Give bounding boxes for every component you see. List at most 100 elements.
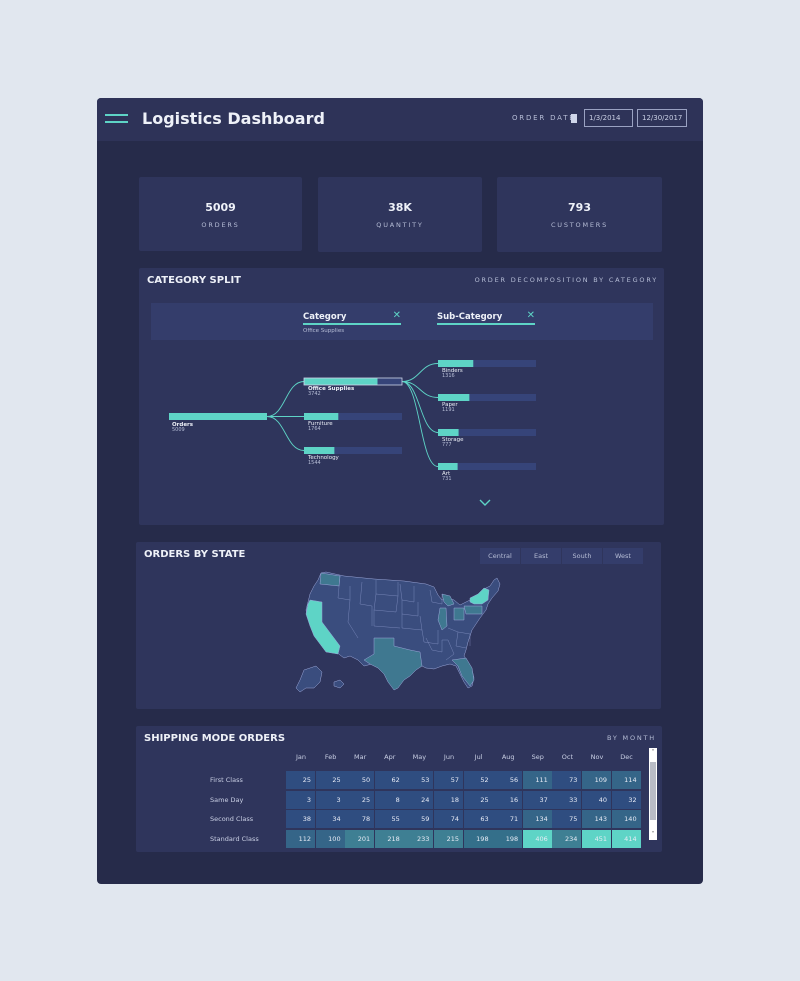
heatmap-cell[interactable]: 24: [404, 790, 434, 809]
heatmap-cell[interactable]: 63: [463, 810, 493, 828]
heatmap-cell[interactable]: 56: [493, 771, 523, 789]
tree-node-orders-bar[interactable]: [169, 413, 267, 420]
heatmap-cell[interactable]: 114: [611, 771, 641, 789]
heatmap-cell[interactable]: 109: [582, 771, 611, 789]
heatmap-cell[interactable]: 52: [463, 771, 493, 789]
tree-node-subcategory-track[interactable]: [438, 429, 536, 436]
heatmap-cell[interactable]: 140: [611, 810, 641, 828]
kpi-card-customers: 793 CUSTOMERS: [497, 177, 662, 252]
heatmap-row-label: Standard Class: [210, 834, 259, 843]
heatmap-cell[interactable]: 111: [522, 771, 552, 789]
heatmap-cell[interactable]: 143: [582, 810, 611, 828]
map-ohio: [453, 607, 465, 621]
region-button-west[interactable]: West: [603, 548, 643, 564]
date-from-input[interactable]: 1/3/2014: [584, 109, 633, 127]
heatmap-cell[interactable]: 75: [552, 810, 582, 828]
heatmap-month-label: Jan: [295, 753, 307, 761]
heatmap-cell[interactable]: 233: [404, 829, 434, 848]
tree-node-value: 5009: [172, 427, 185, 433]
tree-node-subcategory-track[interactable]: [438, 394, 536, 401]
tree-node-label: Furniture: [308, 421, 333, 427]
kpi-value: 793: [568, 201, 591, 214]
date-slider-handle[interactable]: [571, 114, 577, 123]
tree-node-category-bar[interactable]: [304, 413, 339, 420]
heatmap-cell[interactable]: 8: [374, 790, 404, 809]
heatmap-cell[interactable]: 218: [374, 829, 404, 848]
tree-node-category-bar[interactable]: [304, 378, 378, 385]
heatmap-cell[interactable]: 16: [493, 790, 523, 809]
heatmap-cell[interactable]: 55: [374, 810, 404, 828]
heatmap-scrollbar[interactable]: ˄ ˅: [649, 748, 657, 840]
tree-node-subcategory-bar[interactable]: [438, 429, 459, 436]
tree-node-category-track[interactable]: [304, 413, 402, 420]
date-to-input[interactable]: 12/30/2017: [637, 109, 687, 127]
dashboard-frame: Logistics Dashboard ORDER DATE 1/3/2014 …: [97, 98, 703, 884]
heatmap-cell[interactable]: 3: [315, 790, 345, 809]
heatmap-cell[interactable]: 37: [522, 790, 552, 809]
heatmap-cell[interactable]: 25: [463, 790, 493, 809]
tree-node-subcategory-bar[interactable]: [438, 463, 458, 470]
tree-node-subcategory-bar[interactable]: [438, 394, 470, 401]
heatmap-cell[interactable]: 100: [315, 829, 345, 848]
heatmap-cell[interactable]: 59: [404, 810, 434, 828]
heatmap-cell[interactable]: 57: [434, 771, 463, 789]
heatmap-cell[interactable]: 71: [493, 810, 523, 828]
chevron-down-icon[interactable]: [479, 499, 491, 506]
heatmap-cell[interactable]: 134: [522, 810, 552, 828]
tree-link: [401, 363, 439, 382]
heatmap-cell[interactable]: 32: [611, 790, 641, 809]
heatmap-month-label: May: [412, 753, 427, 761]
heatmap-cell[interactable]: 53: [404, 771, 434, 789]
heatmap-month-label: Feb: [324, 753, 337, 761]
heatmap-cell[interactable]: 73: [552, 771, 582, 789]
heatmap-cell[interactable]: 215: [434, 829, 463, 848]
heatmap-cell[interactable]: 18: [434, 790, 463, 809]
heatmap-cell[interactable]: 25: [286, 771, 315, 789]
heatmap-cell[interactable]: 40: [582, 790, 611, 809]
heatmap-month-label: Jun: [443, 753, 455, 761]
heatmap-cell[interactable]: 201: [345, 829, 375, 848]
heatmap-cell[interactable]: 406: [522, 829, 552, 848]
heatmap-cell[interactable]: 234: [552, 829, 582, 848]
region-button-central[interactable]: Central: [480, 548, 520, 564]
tree-node-category-track[interactable]: [304, 447, 402, 454]
heatmap-cell[interactable]: 451: [582, 829, 611, 848]
tree-node-value: 1316: [442, 373, 455, 379]
chip-category[interactable]: Category ✕: [303, 310, 401, 325]
heatmap-month-label: Sep: [531, 753, 544, 761]
heatmap-cell[interactable]: 74: [434, 810, 463, 828]
heatmap-cell[interactable]: 62: [374, 771, 404, 789]
page-title: Logistics Dashboard: [142, 109, 325, 128]
scrollbar-thumb[interactable]: [650, 762, 656, 820]
us-state-map[interactable]: [136, 542, 661, 709]
heatmap-cell[interactable]: 198: [493, 829, 523, 848]
scroll-up-icon[interactable]: ˄: [651, 749, 655, 756]
heatmap-cell[interactable]: 198: [463, 829, 493, 848]
tree-node-label: Binders: [442, 368, 463, 374]
heatmap-row-label: Second Class: [210, 815, 254, 823]
scroll-down-icon[interactable]: ˅: [651, 831, 655, 838]
tree-node-subcategory-track[interactable]: [438, 360, 536, 367]
close-icon[interactable]: ✕: [526, 310, 535, 321]
heatmap-cell[interactable]: 25: [315, 771, 345, 789]
tree-node-category-bar[interactable]: [304, 447, 335, 454]
region-button-south[interactable]: South: [562, 548, 602, 564]
chip-sub-category[interactable]: Sub-Category ✕: [437, 310, 535, 325]
heatmap-cell[interactable]: 38: [286, 810, 315, 828]
heatmap-cell[interactable]: 33: [552, 790, 582, 809]
tree-node-subcategory-track[interactable]: [438, 463, 536, 470]
heatmap-cell[interactable]: 25: [345, 790, 375, 809]
hamburger-menu-icon[interactable]: [105, 112, 128, 126]
heatmap-cell[interactable]: 34: [315, 810, 345, 828]
heatmap-cell[interactable]: 414: [611, 829, 641, 848]
heatmap-cell[interactable]: 50: [345, 771, 375, 789]
orders-by-state-panel: ORDERS BY STATE Central East South West: [136, 542, 661, 709]
heatmap-month-label: Aug: [501, 753, 515, 761]
tree-link: [401, 381, 439, 467]
region-button-east[interactable]: East: [521, 548, 561, 564]
heatmap-cell[interactable]: 112: [286, 829, 315, 848]
tree-node-subcategory-bar[interactable]: [438, 360, 474, 367]
heatmap-cell[interactable]: 3: [286, 790, 315, 809]
close-icon[interactable]: ✕: [392, 310, 401, 321]
heatmap-cell[interactable]: 78: [345, 810, 375, 828]
